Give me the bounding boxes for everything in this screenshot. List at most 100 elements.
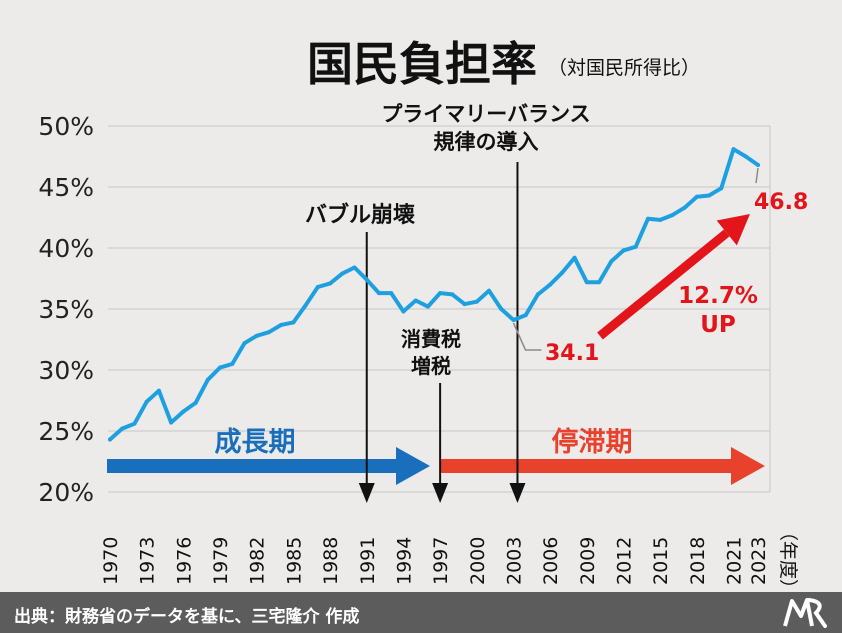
event-lines <box>358 162 526 503</box>
y-tick-label: 20% <box>38 478 94 507</box>
y-tick-label: 30% <box>38 356 94 385</box>
start-value-label: 34.1 <box>545 341 599 366</box>
data-point <box>548 282 553 287</box>
data-point <box>279 322 284 327</box>
period-arrow-icon <box>441 447 765 485</box>
x-tick-label: 2000 <box>467 537 489 585</box>
data-point <box>633 244 638 249</box>
data-point <box>340 271 345 276</box>
data-points <box>108 147 760 442</box>
unit-label: （年度） <box>777 522 799 592</box>
x-tick-label: 2009 <box>577 537 599 585</box>
x-tick-label: 1976 <box>173 537 195 585</box>
change-label-line2: UP <box>700 312 736 338</box>
data-point <box>535 292 540 297</box>
data-point <box>242 341 247 346</box>
footer-bar: 出典：財務省のデータを基に、三宅隆介 作成 <box>0 592 842 633</box>
data-point <box>584 280 589 285</box>
x-tick-label: 2012 <box>614 537 636 585</box>
burden-rate-line <box>108 147 760 442</box>
data-point <box>756 163 760 168</box>
x-tick-label: 2021 <box>724 537 746 585</box>
down-arrow-icon <box>358 483 375 503</box>
y-tick-label: 45% <box>38 173 94 202</box>
source-note: 出典：財務省のデータを基に、三宅隆介 作成 <box>14 607 360 627</box>
end-value-label: 46.8 <box>754 190 808 215</box>
x-tick-label: 1988 <box>320 537 342 585</box>
x-tick-label: 2018 <box>687 537 709 585</box>
x-tick-label: 2023 <box>748 537 770 585</box>
end-leader <box>755 167 759 184</box>
x-tick-label: 1982 <box>247 537 269 585</box>
data-point <box>401 309 406 314</box>
data-point <box>389 291 394 296</box>
data-point <box>266 330 271 335</box>
data-point <box>474 299 479 304</box>
x-tick-label: 1997 <box>430 537 452 585</box>
x-tick-label: 2006 <box>540 537 562 585</box>
start-leader <box>512 322 542 351</box>
y-axis: 20% 25% 30% 35% 40% 45% 50% <box>38 112 94 507</box>
data-point <box>108 437 112 442</box>
data-point <box>670 213 675 218</box>
period-arrow-icon <box>107 447 430 485</box>
data-point <box>218 365 223 370</box>
x-tick-label: 1994 <box>393 537 415 585</box>
data-point <box>413 298 418 303</box>
tax-label-line1: 消費税 <box>401 327 461 351</box>
data-point <box>682 205 687 210</box>
data-point <box>156 388 161 393</box>
data-point <box>572 255 577 260</box>
y-tick-label: 40% <box>38 234 94 263</box>
data-point <box>291 320 296 325</box>
data-point <box>731 147 736 152</box>
data-point <box>743 154 748 159</box>
pb-label-line2: 規律の導入 <box>434 130 539 154</box>
data-point <box>523 313 528 318</box>
period-label: 停滞期 <box>552 426 633 458</box>
data-point <box>120 426 125 431</box>
data-point <box>694 194 699 199</box>
data-point <box>438 291 443 296</box>
x-tick-label: 1973 <box>137 537 159 585</box>
x-tick-label: 2003 <box>503 537 525 585</box>
data-point <box>511 317 516 322</box>
x-axis: 1970 1973 1976 1979 1982 1985 1988 1991 1994 1997… <box>100 537 770 585</box>
x-tick-label: 1991 <box>357 537 379 585</box>
chart-title: 国民負担率 <box>307 37 537 91</box>
data-point <box>230 361 235 366</box>
data-point <box>144 399 149 404</box>
increase-arrow-head <box>716 214 750 246</box>
x-tick-label: 1970 <box>100 537 122 585</box>
bubble-label: バブル崩壊 <box>305 202 416 228</box>
y-tick-label: 35% <box>38 295 94 324</box>
data-point <box>609 259 614 264</box>
data-point <box>328 281 333 286</box>
tax-label-line2: 増税 <box>411 354 451 378</box>
x-tick-label: 1979 <box>210 537 232 585</box>
data-point <box>193 400 198 405</box>
data-point <box>462 302 467 307</box>
data-point <box>658 217 663 222</box>
data-point <box>303 303 308 308</box>
data-point <box>352 265 357 270</box>
data-point <box>645 216 650 221</box>
data-point <box>376 291 381 296</box>
data-point <box>132 421 137 426</box>
callout-leaders <box>512 167 759 351</box>
data-point <box>719 186 724 191</box>
period-label: 成長期 <box>215 427 296 458</box>
data-point <box>364 277 369 282</box>
period-arrows: 成長期 停滞期 <box>107 426 765 485</box>
data-point <box>181 409 186 414</box>
data-point <box>169 420 174 425</box>
pb-label-line1: プライマリーバランス <box>381 102 590 126</box>
data-point <box>487 288 492 293</box>
data-point <box>597 280 602 285</box>
data-point <box>425 304 430 309</box>
down-arrow-icon <box>509 483 526 503</box>
burden-rate-chart: 20%25%30%35%40%45%50% 1970 1973 1976 1979 19… <box>38 37 808 592</box>
data-point <box>621 248 626 253</box>
data-point <box>560 270 565 275</box>
